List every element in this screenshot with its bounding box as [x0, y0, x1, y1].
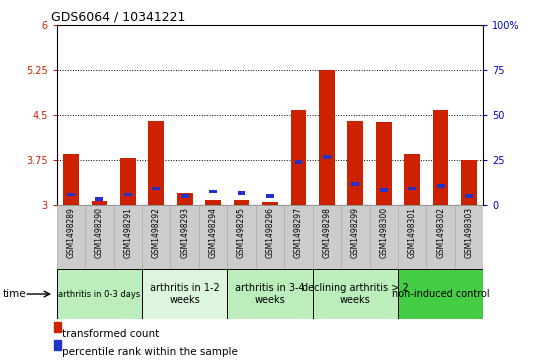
Text: GSM1498303: GSM1498303 [464, 207, 474, 258]
Text: GSM1498301: GSM1498301 [408, 207, 417, 258]
Text: time: time [3, 289, 26, 299]
Bar [96, 197, 103, 201]
Bar [177, 193, 192, 205]
Bar [294, 160, 302, 164]
Text: GSM1498293: GSM1498293 [180, 207, 189, 258]
Text: GSM1498298: GSM1498298 [322, 207, 332, 258]
Bar [398, 269, 483, 319]
Bar [408, 187, 416, 190]
Text: arthritis in 1-2
weeks: arthritis in 1-2 weeks [150, 283, 220, 305]
Bar [313, 269, 398, 319]
Bar [398, 205, 427, 269]
Text: arthritis in 0-3 days: arthritis in 0-3 days [58, 290, 140, 298]
Bar [380, 188, 388, 192]
Bar [323, 155, 331, 159]
Bar [404, 154, 420, 205]
Text: declining arthritis > 2
weeks: declining arthritis > 2 weeks [302, 283, 409, 305]
Bar [142, 269, 227, 319]
Bar [234, 200, 249, 205]
Bar [67, 192, 75, 196]
Bar [227, 205, 256, 269]
Text: GSM1498302: GSM1498302 [436, 207, 445, 258]
Text: GSM1498296: GSM1498296 [266, 207, 274, 258]
Text: GSM1498300: GSM1498300 [379, 207, 388, 258]
Text: GSM1498291: GSM1498291 [123, 207, 132, 258]
Text: non-induced control: non-induced control [392, 289, 489, 299]
Bar [63, 154, 79, 205]
Bar [205, 200, 221, 205]
Bar [199, 205, 227, 269]
Bar [376, 122, 392, 205]
Text: GSM1498294: GSM1498294 [208, 207, 218, 258]
Text: GDS6064 / 10341221: GDS6064 / 10341221 [51, 11, 186, 24]
Bar [433, 110, 448, 205]
Bar [369, 205, 398, 269]
Text: GSM1498289: GSM1498289 [66, 207, 76, 258]
Bar [209, 189, 217, 193]
Bar [465, 194, 473, 198]
Text: GSM1498292: GSM1498292 [152, 207, 161, 258]
Text: transformed count: transformed count [62, 329, 159, 339]
Bar [124, 192, 132, 196]
Bar [341, 205, 369, 269]
Bar [85, 205, 113, 269]
Bar [266, 194, 274, 198]
Text: GSM1498290: GSM1498290 [95, 207, 104, 258]
Bar [319, 70, 335, 205]
Bar [120, 158, 136, 205]
Bar [181, 194, 188, 198]
Bar [427, 205, 455, 269]
Bar [291, 110, 306, 205]
Bar [113, 205, 142, 269]
Bar [227, 269, 313, 319]
Bar [455, 205, 483, 269]
Bar [262, 202, 278, 205]
Bar [171, 205, 199, 269]
Bar [148, 121, 164, 205]
Text: GSM1498297: GSM1498297 [294, 207, 303, 258]
Bar [57, 269, 142, 319]
Bar [313, 205, 341, 269]
Bar [152, 187, 160, 190]
Text: arthritis in 3-4
weeks: arthritis in 3-4 weeks [235, 283, 305, 305]
Bar [437, 184, 444, 188]
Bar [352, 182, 359, 186]
Text: GSM1498295: GSM1498295 [237, 207, 246, 258]
Bar [256, 205, 284, 269]
Bar [238, 191, 246, 195]
Bar [92, 201, 107, 205]
Bar [348, 121, 363, 205]
Text: GSM1498299: GSM1498299 [351, 207, 360, 258]
Bar [284, 205, 313, 269]
Bar [57, 205, 85, 269]
Text: percentile rank within the sample: percentile rank within the sample [62, 347, 238, 357]
Bar [461, 160, 477, 205]
Bar [142, 205, 171, 269]
